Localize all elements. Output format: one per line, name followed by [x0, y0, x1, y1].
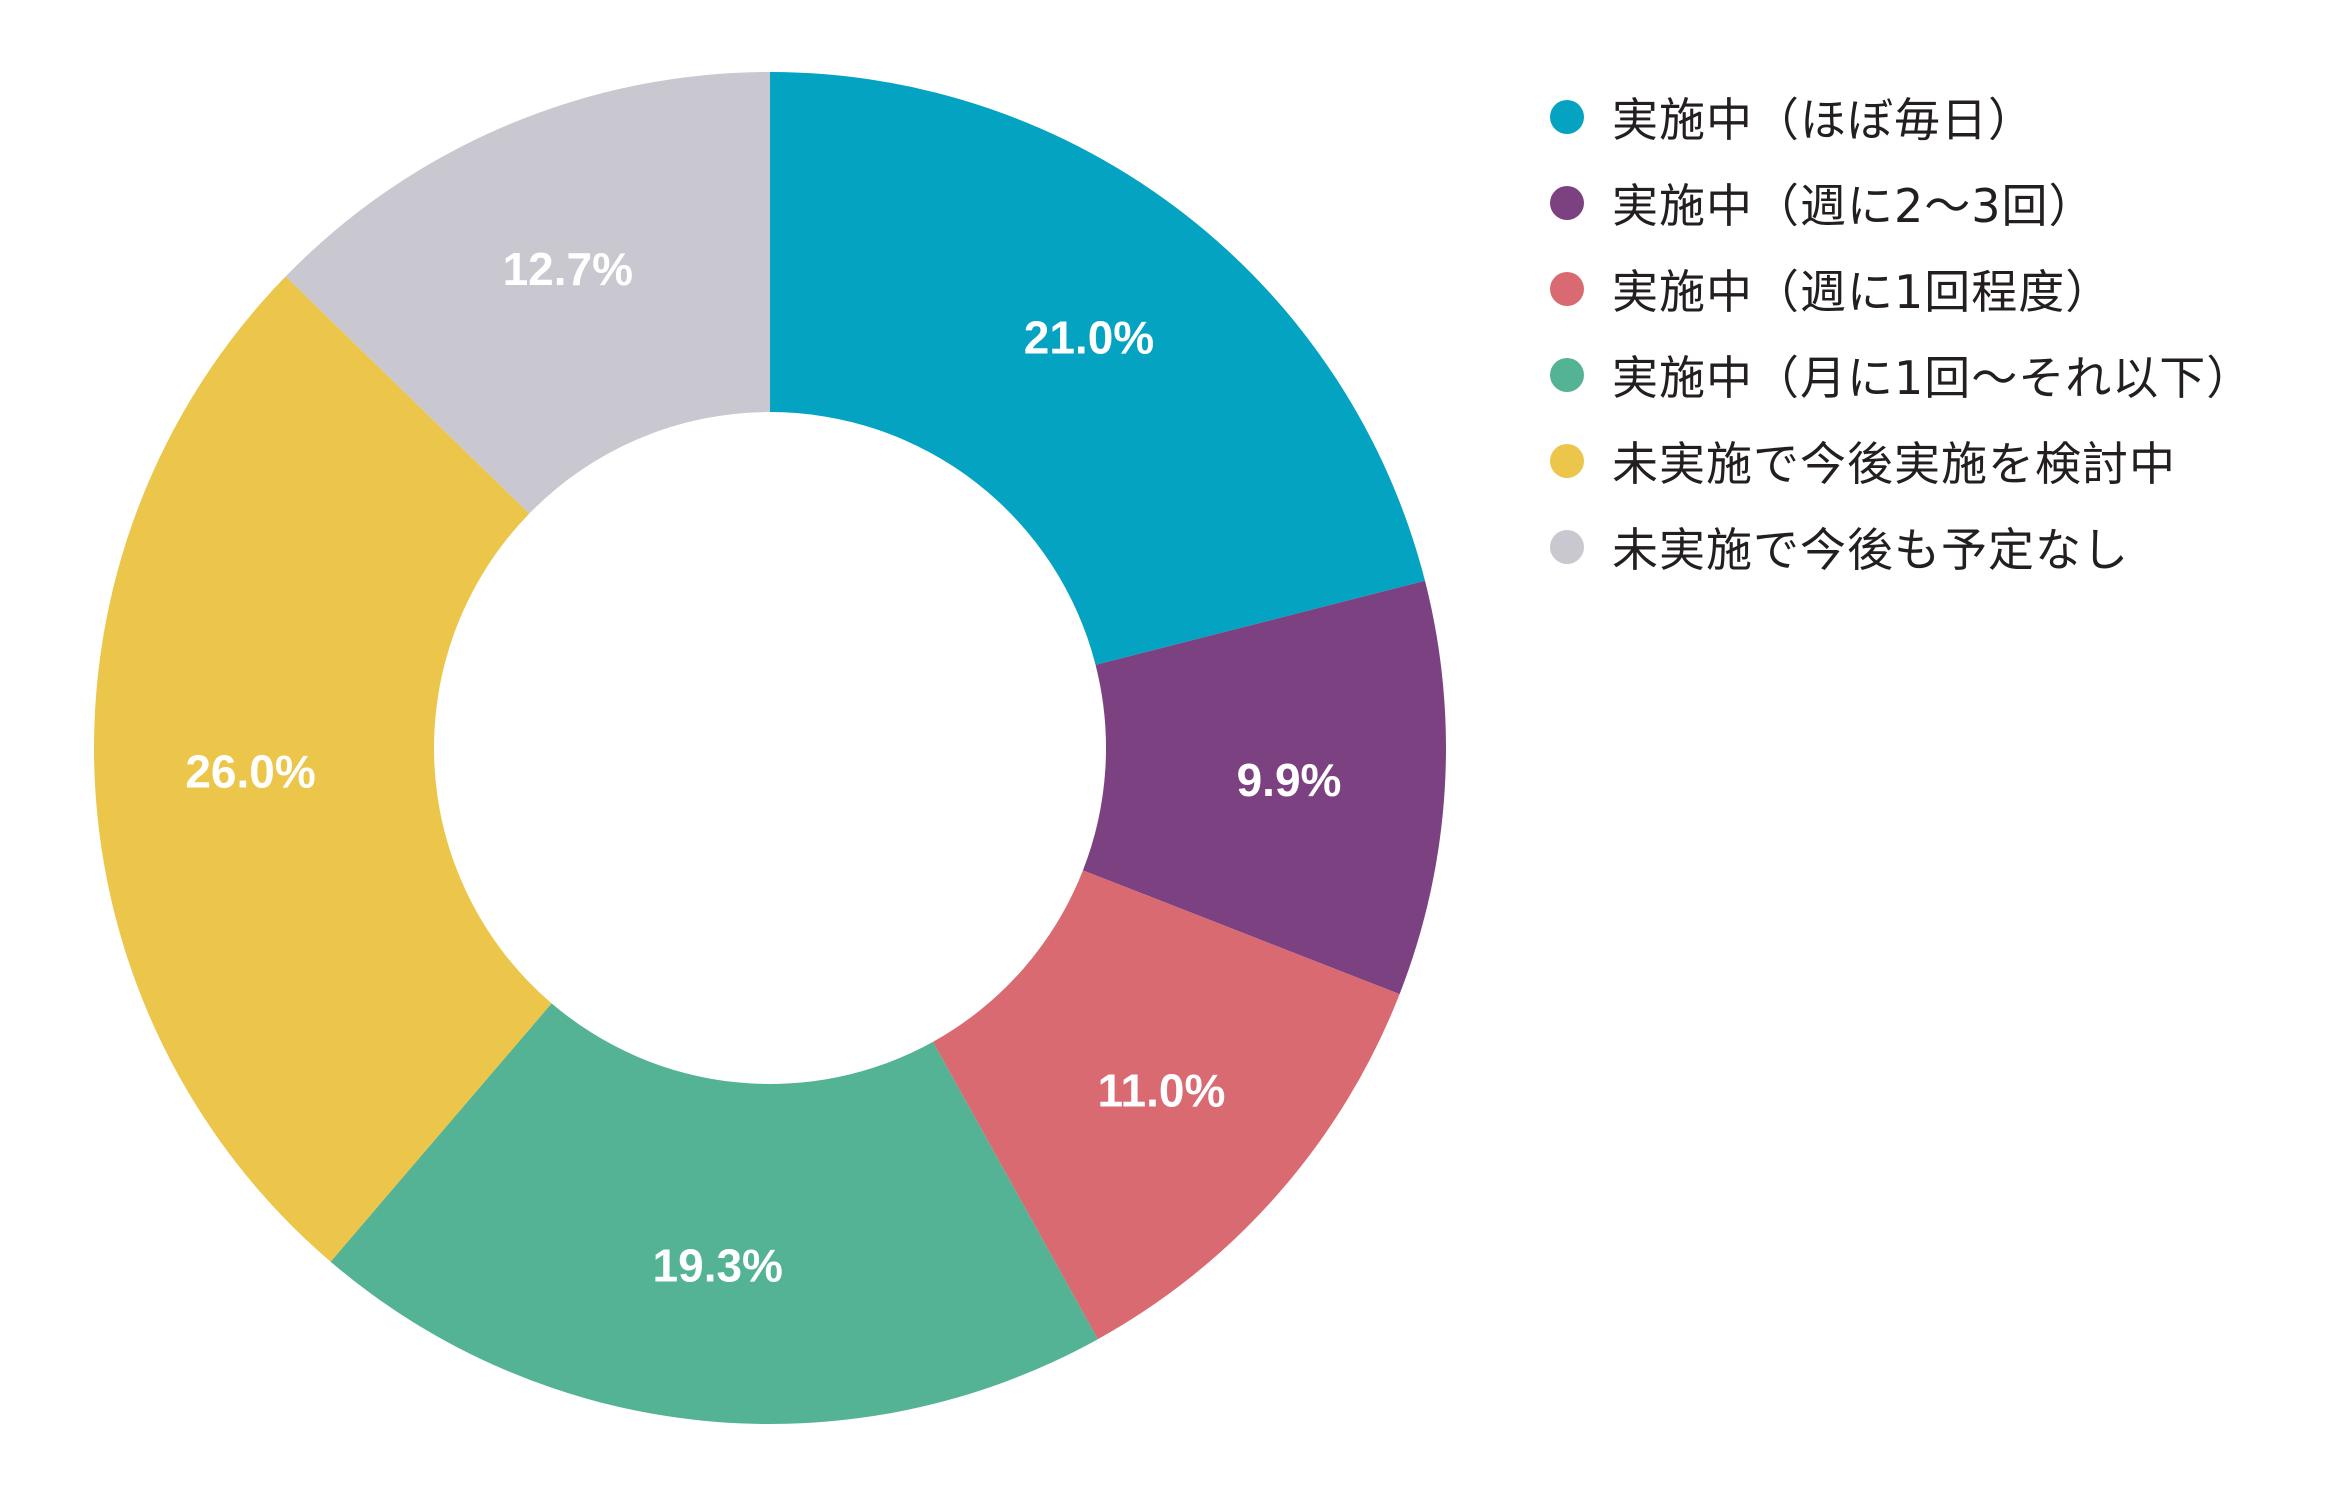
donut-slice	[1082, 580, 1446, 995]
legend-label: 未実施で今後実施を検討中	[1612, 437, 2176, 491]
legend-item: 実施中（週に2〜3回）	[1550, 160, 2253, 246]
slice-value-label: 9.9%	[1237, 754, 1342, 806]
donut-slice	[770, 72, 1425, 665]
legend-label: 実施中（週に2〜3回）	[1612, 179, 2096, 233]
legend-label: 未実施で今後も予定なし	[1612, 523, 2129, 577]
donut-plot: 21.0% 9.9% 11.0% 19.3% 26.0% 12.7%	[94, 72, 1446, 1424]
legend: 実施中（ほぼ毎日） 実施中（週に2〜3回） 実施中（週に1回程度） 実施中（月に1回〜…	[1550, 74, 2253, 590]
legend-label: 実施中（月に1回〜それ以下）	[1612, 351, 2254, 405]
legend-swatch	[1550, 272, 1584, 306]
slice-value-label: 12.7%	[503, 243, 633, 295]
legend-label: 実施中（ほぼ毎日）	[1612, 93, 2035, 147]
slice-value-label: 19.3%	[653, 1239, 783, 1291]
slice-value-label: 21.0%	[1024, 311, 1154, 363]
donut-slice	[94, 276, 552, 1262]
slice-value-label: 26.0%	[185, 746, 315, 798]
legend-swatch	[1550, 530, 1584, 564]
donut-slice	[330, 1003, 1098, 1424]
legend-item: 実施中（月に1回〜それ以下）	[1550, 332, 2253, 418]
legend-item: 実施中（ほぼ毎日）	[1550, 74, 2253, 160]
legend-label: 実施中（週に1回程度）	[1612, 265, 2113, 319]
donut-slice	[932, 870, 1400, 1340]
legend-item: 未実施で今後も予定なし	[1550, 504, 2253, 590]
slice-label-group: 21.0% 9.9% 11.0% 19.3% 26.0% 12.7%	[185, 243, 1341, 1291]
legend-swatch	[1550, 100, 1584, 134]
legend-item: 実施中（週に1回程度）	[1550, 246, 2253, 332]
slice-value-label: 11.0%	[1097, 1064, 1225, 1116]
donut-slice	[285, 72, 770, 514]
legend-swatch	[1550, 358, 1584, 392]
legend-swatch	[1550, 186, 1584, 220]
legend-item: 未実施で今後実施を検討中	[1550, 418, 2253, 504]
legend-swatch	[1550, 444, 1584, 478]
slice-group	[94, 72, 1446, 1424]
